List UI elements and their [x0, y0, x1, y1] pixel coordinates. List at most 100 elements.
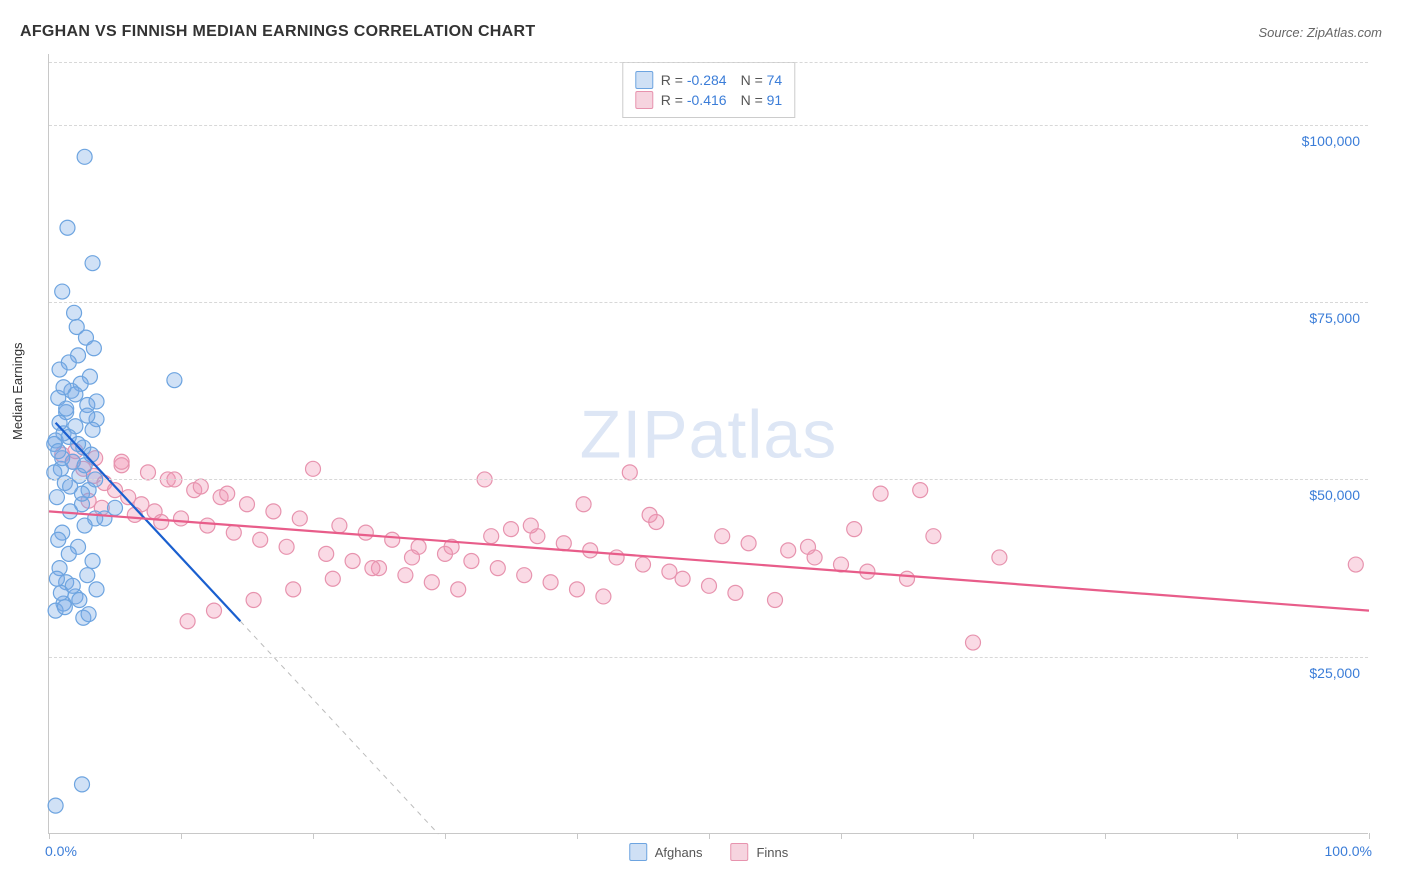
- x-axis-max-label: 100.0%: [1325, 843, 1372, 859]
- data-point: [992, 550, 1007, 565]
- data-point: [266, 504, 281, 519]
- data-point: [332, 518, 347, 533]
- data-point: [642, 507, 657, 522]
- y-axis-label: Median Earnings: [10, 342, 25, 440]
- data-point: [240, 497, 255, 512]
- data-point: [292, 511, 307, 526]
- data-point: [108, 500, 123, 515]
- legend-swatch: [635, 91, 653, 109]
- legend-label: Finns: [756, 845, 788, 860]
- legend-swatch: [730, 843, 748, 861]
- data-point: [741, 536, 756, 551]
- data-point: [675, 571, 690, 586]
- data-point: [85, 422, 100, 437]
- data-point: [47, 465, 62, 480]
- data-point: [51, 532, 66, 547]
- legend-stat-text: R = -0.284N = 74: [661, 72, 782, 88]
- data-point: [622, 465, 637, 480]
- x-tick: [709, 833, 710, 839]
- data-point: [286, 582, 301, 597]
- data-point: [464, 554, 479, 569]
- data-point: [55, 284, 70, 299]
- data-point: [484, 529, 499, 544]
- data-point: [801, 539, 816, 554]
- data-point: [596, 589, 611, 604]
- data-point: [86, 341, 101, 356]
- data-point: [279, 539, 294, 554]
- x-tick: [445, 833, 446, 839]
- data-point: [246, 593, 261, 608]
- data-point: [77, 518, 92, 533]
- data-point: [583, 543, 598, 558]
- gridline: [49, 479, 1368, 480]
- data-point: [56, 380, 71, 395]
- data-point: [385, 532, 400, 547]
- data-point: [556, 536, 571, 551]
- legend-entry: Afghans: [629, 843, 703, 861]
- data-point: [51, 444, 66, 459]
- y-tick-label: $75,000: [1309, 310, 1360, 326]
- data-point: [662, 564, 677, 579]
- data-point: [61, 546, 76, 561]
- data-point: [48, 798, 63, 813]
- x-tick: [1237, 833, 1238, 839]
- data-point: [504, 522, 519, 537]
- data-point: [72, 593, 87, 608]
- plot-area: ZIPatlas R = -0.284N = 74R = -0.416N = 9…: [48, 54, 1368, 834]
- data-point: [114, 454, 129, 469]
- y-tick-label: $100,000: [1302, 133, 1360, 149]
- data-point: [966, 635, 981, 650]
- data-point: [89, 582, 104, 597]
- data-point: [174, 511, 189, 526]
- data-point: [253, 532, 268, 547]
- y-tick-label: $50,000: [1309, 487, 1360, 503]
- data-point: [180, 614, 195, 629]
- data-point: [576, 497, 591, 512]
- legend-swatch: [629, 843, 647, 861]
- x-tick: [181, 833, 182, 839]
- data-point: [523, 518, 538, 533]
- gridline: [49, 302, 1368, 303]
- data-point: [405, 550, 420, 565]
- correlation-legend: R = -0.284N = 74 R = -0.416N = 91: [622, 62, 795, 118]
- data-point: [193, 479, 208, 494]
- x-tick: [973, 833, 974, 839]
- trend-line-extension: [240, 621, 438, 834]
- x-tick: [577, 833, 578, 839]
- data-point: [207, 603, 222, 618]
- data-point: [81, 607, 96, 622]
- data-point: [63, 504, 78, 519]
- chart-svg: [49, 54, 1368, 833]
- data-point: [226, 525, 241, 540]
- data-point: [570, 582, 585, 597]
- legend-stat-row: R = -0.416N = 91: [635, 91, 782, 109]
- data-point: [89, 394, 104, 409]
- data-point: [220, 486, 235, 501]
- chart-header: AFGHAN VS FINNISH MEDIAN EARNINGS CORREL…: [0, 0, 1406, 50]
- data-point: [490, 561, 505, 576]
- y-tick-label: $25,000: [1309, 665, 1360, 681]
- data-point: [67, 305, 82, 320]
- data-point: [543, 575, 558, 590]
- data-point: [609, 550, 624, 565]
- data-point: [167, 373, 182, 388]
- x-tick: [313, 833, 314, 839]
- data-point: [52, 362, 67, 377]
- data-point: [49, 490, 64, 505]
- chart-title: AFGHAN VS FINNISH MEDIAN EARNINGS CORREL…: [20, 23, 535, 41]
- data-point: [715, 529, 730, 544]
- data-point: [80, 408, 95, 423]
- data-point: [75, 777, 90, 792]
- x-tick: [1369, 833, 1370, 839]
- x-tick: [49, 833, 50, 839]
- legend-stat-row: R = -0.284N = 74: [635, 71, 782, 89]
- data-point: [49, 571, 64, 586]
- legend-swatch: [635, 71, 653, 89]
- data-point: [424, 575, 439, 590]
- data-point: [702, 578, 717, 593]
- data-point: [85, 554, 100, 569]
- data-point: [108, 483, 123, 498]
- data-point: [398, 568, 413, 583]
- data-point: [365, 561, 380, 576]
- x-axis-min-label: 0.0%: [45, 843, 77, 859]
